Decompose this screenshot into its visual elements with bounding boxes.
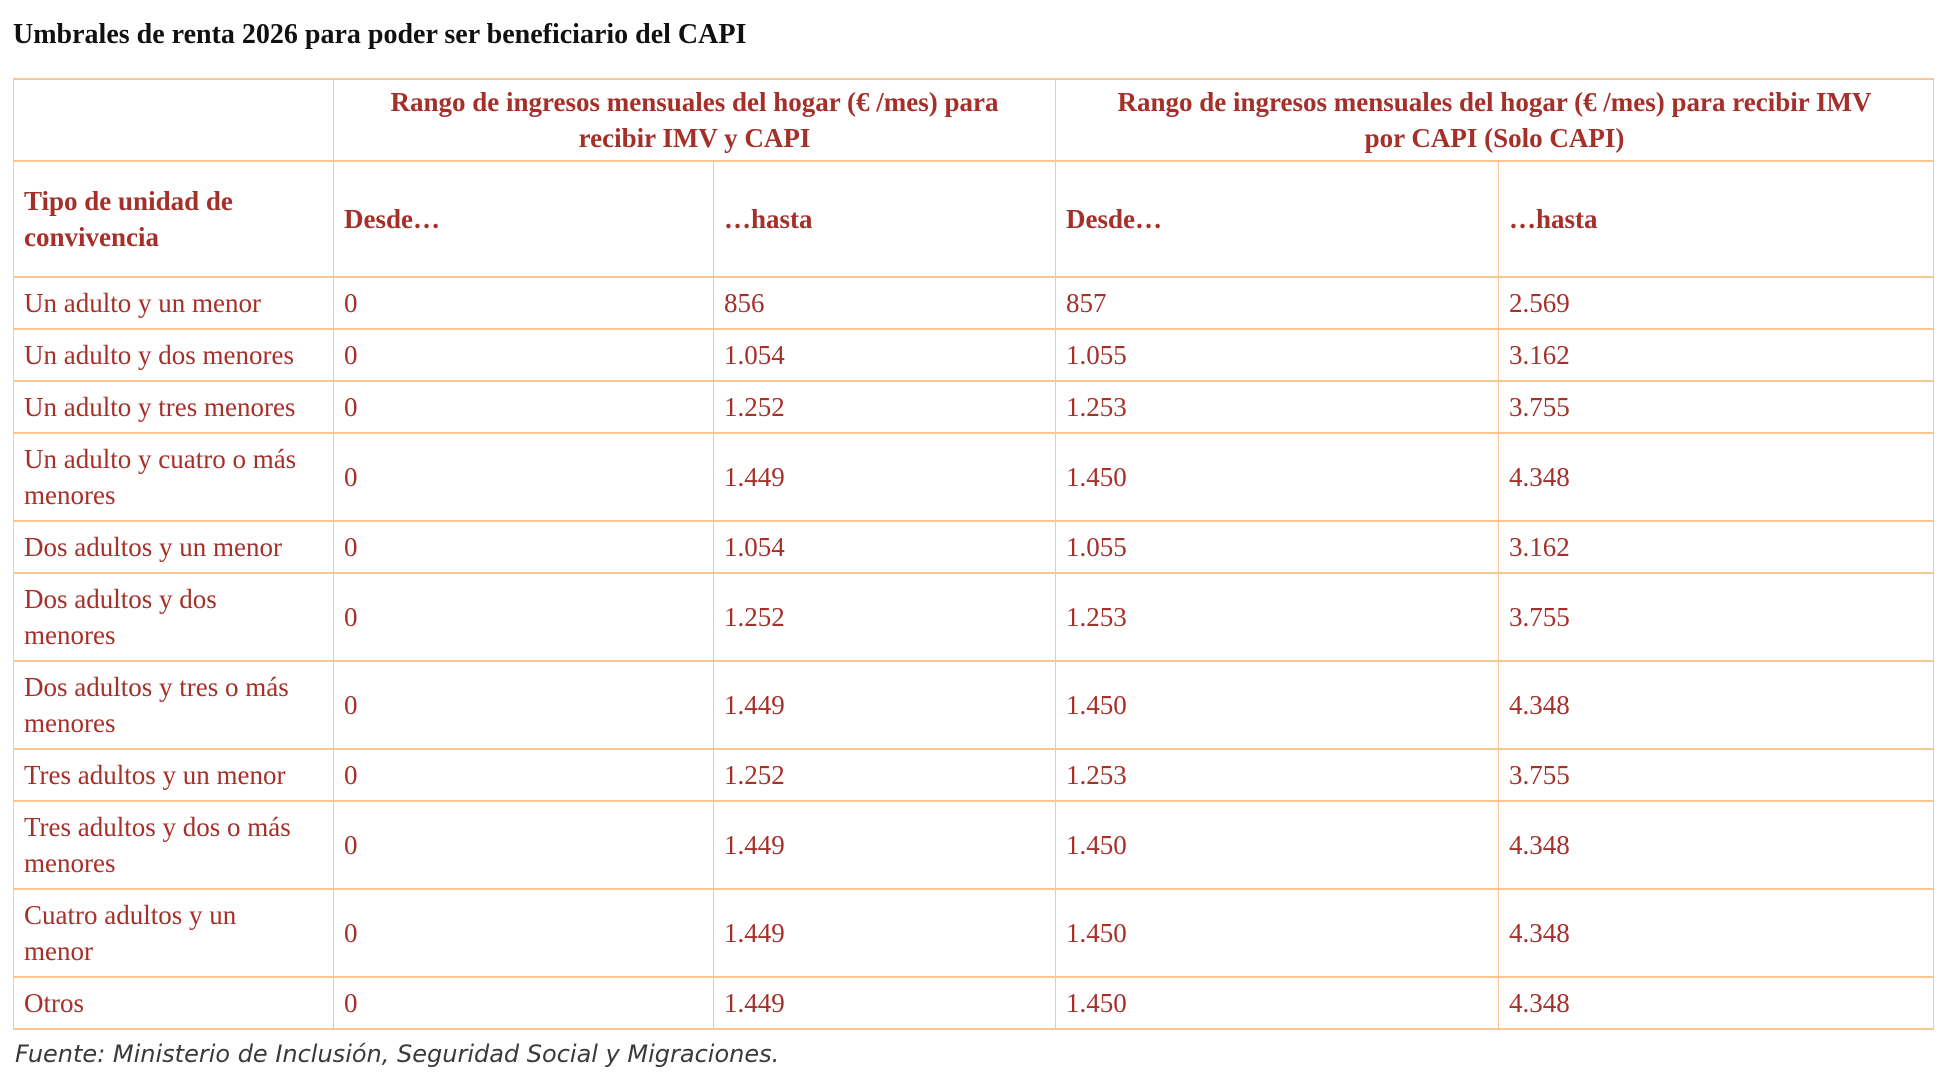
cell-desde-solo-capi: 1.253 xyxy=(1055,571,1499,662)
table-row: Un adulto y tres menores 0 1.252 1.253 3… xyxy=(13,379,1935,434)
row-label: Dos adultos y tres o más menores xyxy=(13,659,334,750)
cell-desde-solo-capi: 1.450 xyxy=(1055,887,1499,978)
subheader-hasta-solo-capi: …hasta xyxy=(1497,159,1935,278)
cell-desde-imv-capi: 0 xyxy=(333,659,714,750)
table-row: Un adulto y dos menores 0 1.054 1.055 3.… xyxy=(13,327,1935,382)
row-label: Tres adultos y dos o más menores xyxy=(13,799,334,890)
cell-hasta-imv-capi: 1.449 xyxy=(713,799,1056,890)
cell-hasta-imv-capi: 1.252 xyxy=(713,379,1056,434)
cell-desde-solo-capi: 857 xyxy=(1055,275,1499,330)
row-label: Un adulto y tres menores xyxy=(13,379,334,434)
cell-hasta-imv-capi: 1.449 xyxy=(713,975,1056,1030)
cell-desde-imv-capi: 0 xyxy=(333,975,714,1030)
cell-desde-imv-capi: 0 xyxy=(333,571,714,662)
corner-empty-cell xyxy=(13,77,334,162)
sub-header-row: Tipo de unidad de convivencia Desde… …ha… xyxy=(13,159,1935,278)
cell-hasta-imv-capi: 856 xyxy=(713,275,1056,330)
row-dimension-header: Tipo de unidad de convivencia xyxy=(13,159,334,278)
row-label: Tres adultos y un menor xyxy=(13,747,334,802)
cell-hasta-imv-capi: 1.449 xyxy=(713,659,1056,750)
cell-desde-imv-capi: 0 xyxy=(333,887,714,978)
cell-hasta-solo-capi: 3.162 xyxy=(1497,519,1935,574)
table-row: Tres adultos y un menor 0 1.252 1.253 3.… xyxy=(13,747,1935,802)
row-label: Cuatro adultos y un menor xyxy=(13,887,334,978)
cell-desde-solo-capi: 1.450 xyxy=(1055,431,1499,522)
cell-desde-solo-capi: 1.253 xyxy=(1055,747,1499,802)
income-thresholds-table: Rango de ingresos mensuales del hogar (€… xyxy=(13,77,1935,1030)
table-row: Tres adultos y dos o más menores 0 1.449… xyxy=(13,799,1935,890)
cell-desde-imv-capi: 0 xyxy=(333,275,714,330)
table-row: Dos adultos y dos menores 0 1.252 1.253 … xyxy=(13,571,1935,662)
table-row: Dos adultos y un menor 0 1.054 1.055 3.1… xyxy=(13,519,1935,574)
row-label: Un adulto y cuatro o más menores xyxy=(13,431,334,522)
cell-hasta-solo-capi: 3.755 xyxy=(1497,379,1935,434)
cell-desde-imv-capi: 0 xyxy=(333,379,714,434)
cell-hasta-solo-capi: 3.755 xyxy=(1497,571,1935,662)
row-label: Dos adultos y un menor xyxy=(13,519,334,574)
cell-hasta-imv-capi: 1.054 xyxy=(713,519,1056,574)
table-row: Cuatro adultos y un menor 0 1.449 1.450 … xyxy=(13,887,1935,978)
cell-desde-solo-capi: 1.055 xyxy=(1055,519,1499,574)
cell-desde-solo-capi: 1.253 xyxy=(1055,379,1499,434)
table-row: Dos adultos y tres o más menores 0 1.449… xyxy=(13,659,1935,750)
cell-hasta-solo-capi: 4.348 xyxy=(1497,887,1935,978)
cell-hasta-solo-capi: 4.348 xyxy=(1497,431,1935,522)
cell-desde-solo-capi: 1.450 xyxy=(1055,659,1499,750)
cell-desde-imv-capi: 0 xyxy=(333,799,714,890)
cell-hasta-imv-capi: 1.252 xyxy=(713,571,1056,662)
subheader-hasta-imv-capi: …hasta xyxy=(713,159,1056,278)
table-row: Un adulto y un menor 0 856 857 2.569 xyxy=(13,275,1935,330)
table-row: Un adulto y cuatro o más menores 0 1.449… xyxy=(13,431,1935,522)
source-note: Fuente: Ministerio de Inclusión, Segurid… xyxy=(15,1039,780,1068)
cell-desde-imv-capi: 0 xyxy=(333,327,714,382)
cell-hasta-solo-capi: 4.348 xyxy=(1497,659,1935,750)
subheader-desde-imv-capi: Desde… xyxy=(333,159,714,278)
cell-hasta-solo-capi: 3.162 xyxy=(1497,327,1935,382)
cell-desde-imv-capi: 0 xyxy=(333,519,714,574)
row-label: Dos adultos y dos menores xyxy=(13,571,334,662)
row-label: Un adulto y un menor xyxy=(13,275,334,330)
cell-hasta-solo-capi: 3.755 xyxy=(1497,747,1935,802)
subheader-desde-solo-capi: Desde… xyxy=(1055,159,1499,278)
cell-hasta-imv-capi: 1.449 xyxy=(713,887,1056,978)
cell-desde-solo-capi: 1.450 xyxy=(1055,975,1499,1030)
cell-desde-solo-capi: 1.450 xyxy=(1055,799,1499,890)
cell-desde-solo-capi: 1.055 xyxy=(1055,327,1499,382)
page-title: Umbrales de renta 2026 para poder ser be… xyxy=(13,19,747,50)
row-label: Un adulto y dos menores xyxy=(13,327,334,382)
group-header-imv-capi: Rango de ingresos mensuales del hogar (€… xyxy=(333,77,1056,162)
cell-hasta-solo-capi: 2.569 xyxy=(1497,275,1935,330)
cell-hasta-solo-capi: 4.348 xyxy=(1497,975,1935,1030)
cell-hasta-imv-capi: 1.252 xyxy=(713,747,1056,802)
group-header-solo-capi: Rango de ingresos mensuales del hogar (€… xyxy=(1054,77,1935,162)
cell-desde-imv-capi: 0 xyxy=(333,747,714,802)
cell-hasta-imv-capi: 1.054 xyxy=(713,327,1056,382)
group-header-row: Rango de ingresos mensuales del hogar (€… xyxy=(13,77,1935,162)
table-row: Otros 0 1.449 1.450 4.348 xyxy=(13,975,1935,1030)
row-label: Otros xyxy=(13,975,334,1030)
cell-hasta-imv-capi: 1.449 xyxy=(713,431,1056,522)
cell-desde-imv-capi: 0 xyxy=(333,431,714,522)
cell-hasta-solo-capi: 4.348 xyxy=(1497,799,1935,890)
